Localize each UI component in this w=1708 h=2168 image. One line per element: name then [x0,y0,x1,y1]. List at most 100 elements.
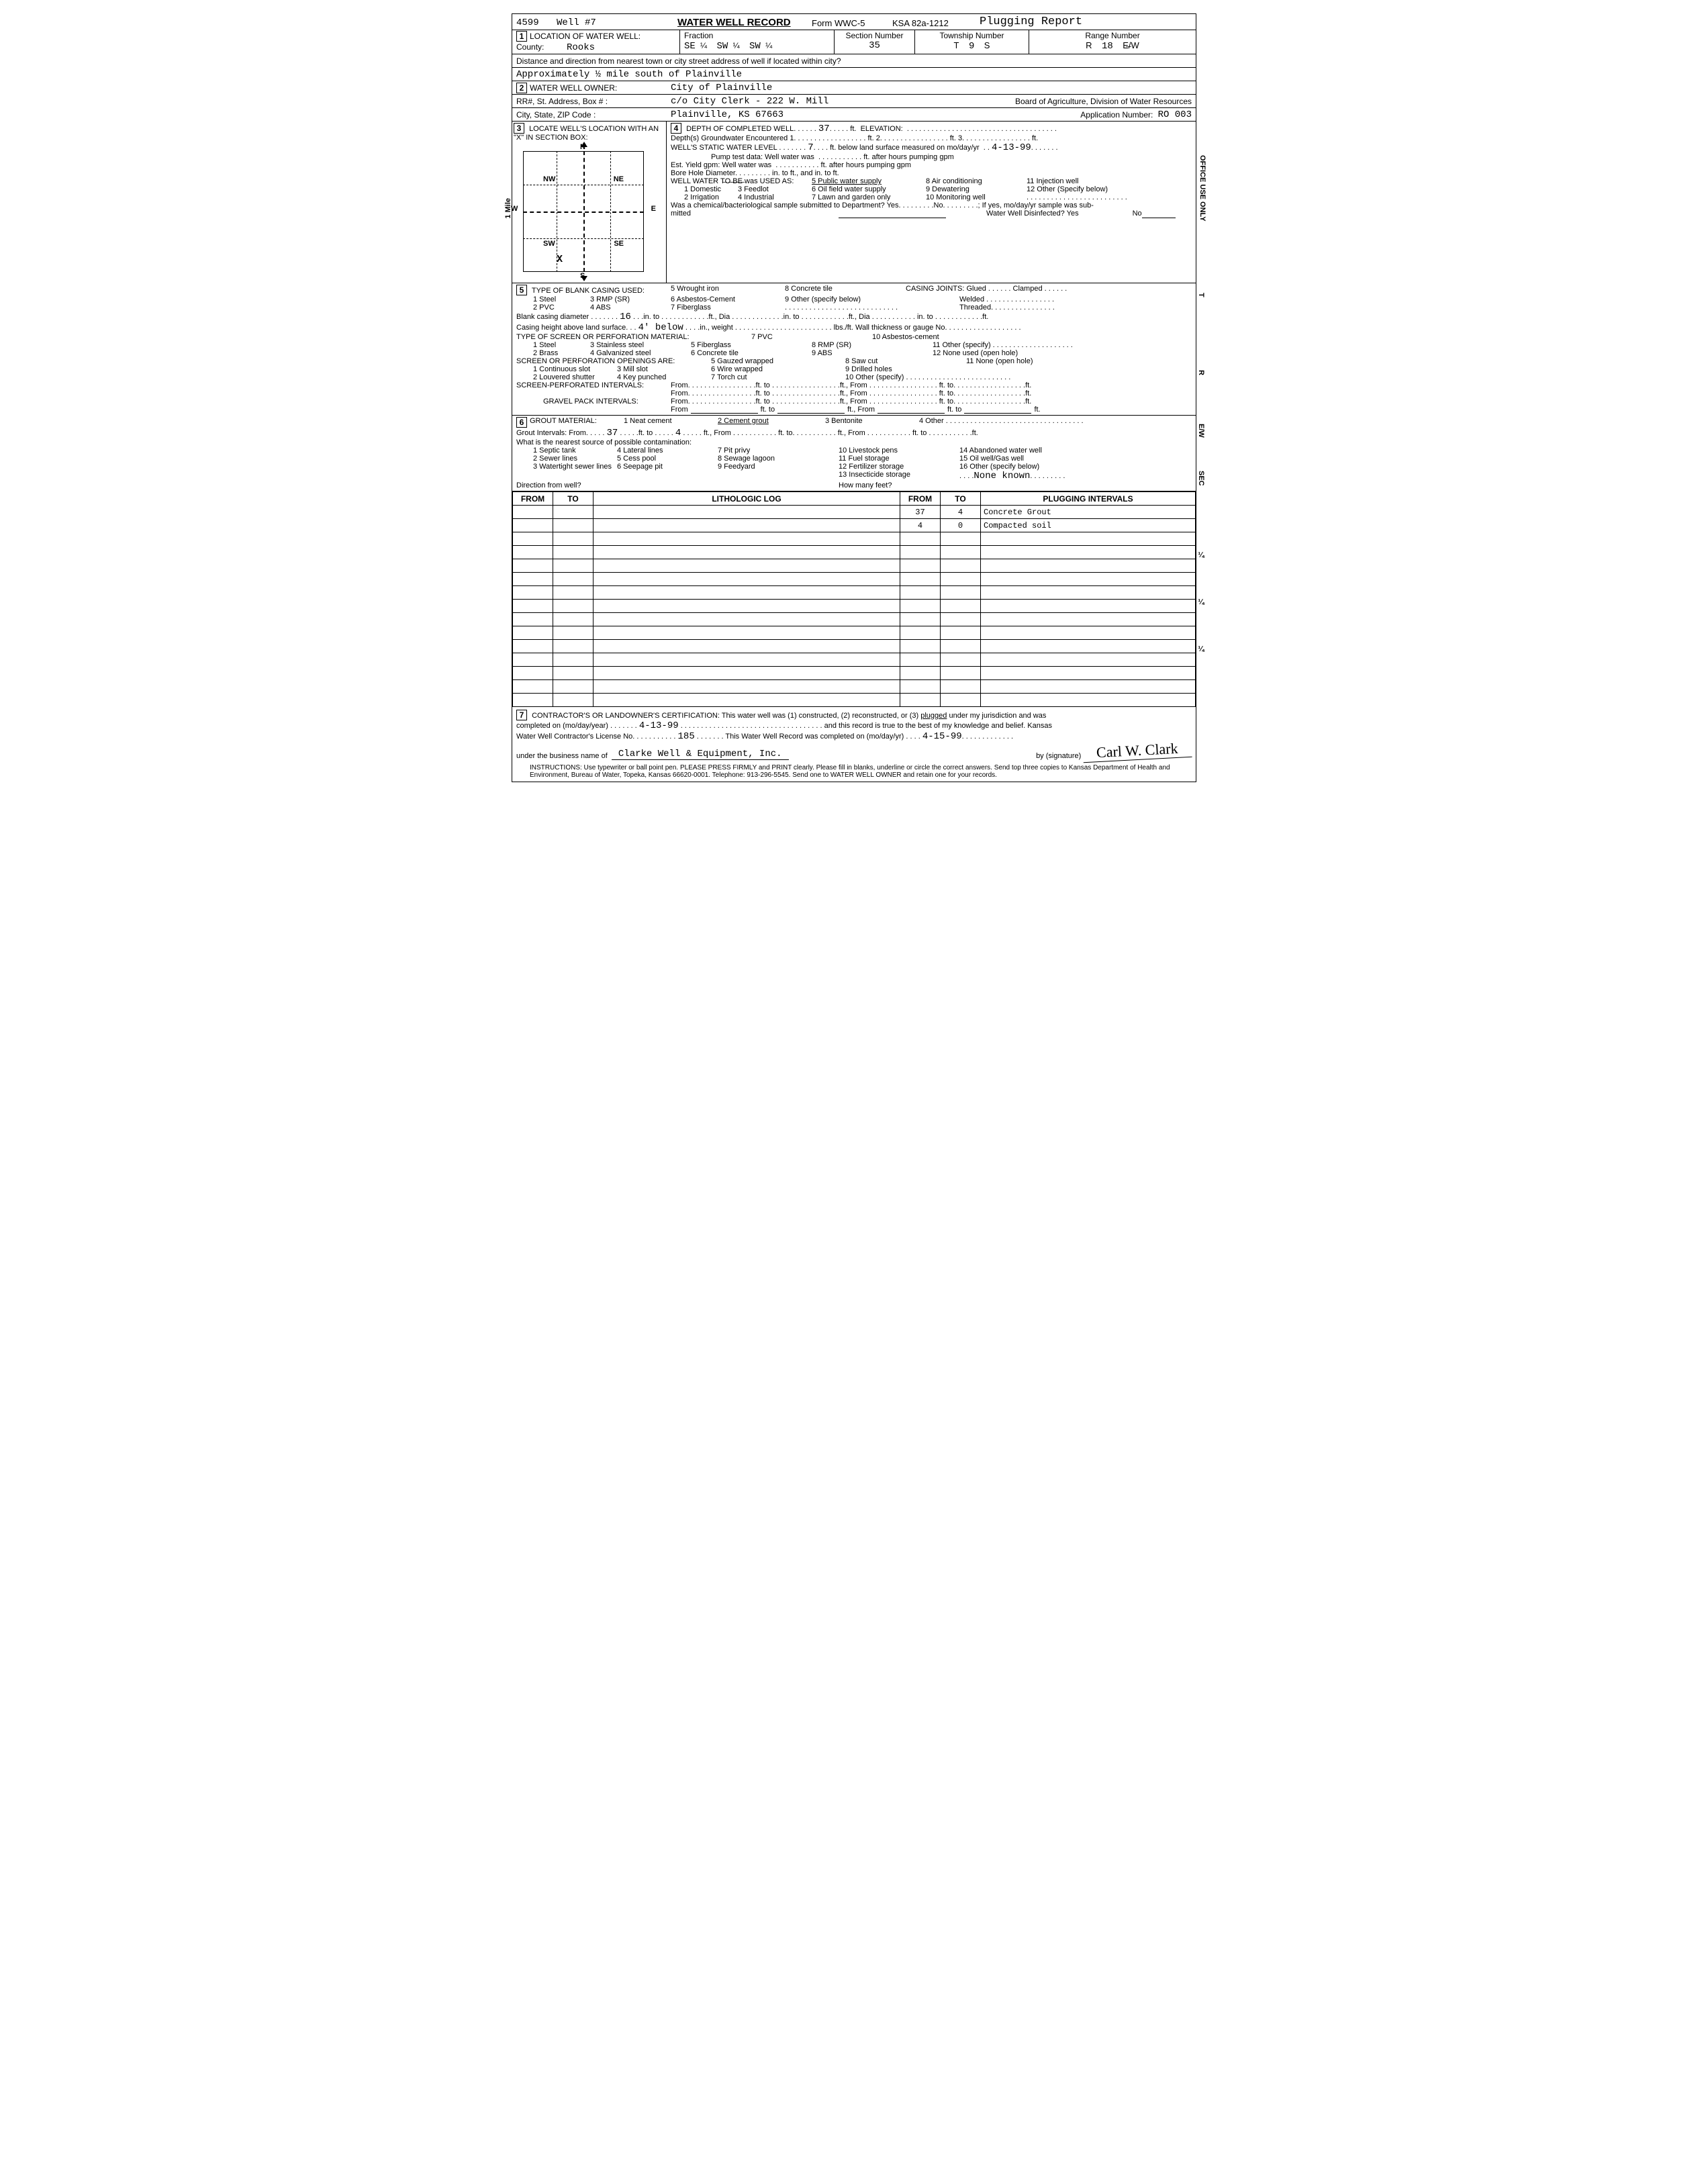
th-from2: FROM [900,492,941,506]
side-office-use: OFFICE USE ONLY [1198,155,1206,222]
sec3-num: 3 [514,123,524,134]
gw-end: ft. [1032,134,1038,142]
section-value: 35 [839,40,910,51]
range-r: R [1086,40,1092,50]
table-row [513,573,1196,586]
table-row [513,559,1196,573]
use-5: 5 Public water supply [812,177,882,185]
o6: 6 Wire wrapped [711,365,845,373]
th-from: FROM [513,492,553,506]
contam-q: What is the nearest source of possible c… [516,438,1192,446]
r2-to: 0 [941,519,981,532]
use-9: 9 Dewatering [926,185,1027,193]
welded: Welded . . . . . . . . . . . . . . . . . [959,295,1054,303]
table-row [513,613,1196,626]
sec2-title: WATER WELL OWNER: [530,83,671,93]
threaded: Threaded. . . . . . . . . . . . . . . . [959,303,1055,312]
township-t: T [954,40,959,50]
form-page: OFFICE USE ONLY T R E/W SEC ¼ ¼ ¼ 4599 W… [512,13,1196,782]
use-8: 8 Air conditioning [926,177,1027,185]
cs10: 10 Livestock pens [839,446,959,455]
use-6: 6 Oil field water supply [812,185,926,193]
g4: 4 Other . . . . . . . . . . . . . . . . … [919,417,1084,428]
height-rest: . . . .in., weight . . . . . . . . . . .… [685,324,1021,332]
sec3-4-row: 3 LOCATE WELL'S LOCATION WITH AN "X" IN … [512,122,1196,283]
r2-desc: Compacted soil [981,519,1196,532]
sec6-title: GROUT MATERIAL: [530,417,624,428]
frac-3: SW [749,41,761,52]
frac-1: SE [684,41,696,52]
s8: 8 RMP (SR) [812,341,933,349]
side-r: R [1197,370,1205,375]
addr-label: RR#, St. Address, Box # : [516,97,671,106]
csz-label: City, State, ZIP Code : [516,110,671,120]
r1-from: 37 [900,506,941,519]
s1: 1 Steel [516,341,590,349]
o3: 3 Mill slot [617,365,711,373]
table-row [513,653,1196,667]
s3: 3 Stainless steel [590,341,691,349]
sec6-num: 6 [516,417,527,428]
static-rest: ft. below land surface measured on mo/da… [830,144,980,152]
feet-label: How many feet? [839,481,892,489]
th-to2: TO [941,492,981,506]
section-6: 6 GROUT MATERIAL: 1 Neat cement 2 Cement… [512,416,1196,491]
appno-value: RO 003 [1158,109,1192,120]
appno-label: Application Number: [1080,110,1153,120]
disinf-no: No [1133,209,1142,218]
section-7: 7 CONTRACTOR'S OR LANDOWNER'S CERTIFICAT… [512,707,1196,782]
sec3-title: LOCATE WELL'S LOCATION WITH AN "X" IN SE… [514,125,659,142]
q3: ¼ [765,41,772,50]
use-11: 11 Injection well [1027,177,1078,185]
lic-value: 185 [678,731,695,742]
ft: ft. [850,125,856,133]
fraction-label: Fraction [684,31,830,40]
gi-rest: . . . . . ft., From . . . . . . . . . . … [683,429,978,437]
gl2b: ft. to [761,406,775,414]
owner-value: City of Plainville [671,83,772,93]
c2: 2 PVC [516,303,590,312]
gravel-title: GRAVEL PACK INTERVALS: [516,397,671,406]
side-t: T [1197,293,1205,297]
distance-value-row: Approximately ½ mile south of Plainville [512,68,1196,81]
cs3: 3 Watertight sewer lines [516,463,617,471]
cs13: 13 Insecticide storage [839,471,959,481]
side-q2: ¼ [1197,598,1205,606]
signature: Carl W. Clark [1083,739,1192,763]
cs1: 1 Septic tank [516,446,617,455]
lic-label: Water Well Contractor's License No. . . … [516,733,675,741]
sec4-num: 4 [671,123,681,134]
table-row: 37 4 Concrete Grout [513,506,1196,519]
cs5: 5 Cess pool [617,455,718,463]
chem-label: Was a chemical/bacteriological sample su… [671,201,1094,209]
gravel-line-1: From. . . . . . . . . . . . . . . . .ft.… [671,397,1031,406]
o1: 1 Continuous slot [516,365,617,373]
gw3: ft. 3. [950,134,964,142]
th-to: TO [553,492,594,506]
lbl-mile: 1 Mile [504,198,512,219]
q2: ¼ [733,41,740,50]
use-7: 7 Lawn and garden only [812,193,926,201]
section-5: 5 TYPE OF BLANK CASING USED: 5 Wrought i… [512,283,1196,416]
side-q3: ¼ [1197,645,1205,653]
perf-title: SCREEN-PERFORATED INTERVALS: [516,381,671,389]
s10: 10 Asbestos-cement [872,333,939,341]
blank-dia-value: 16 [620,312,631,322]
gl2a: From [671,406,688,414]
o10: 10 Other (specify) . . . . . . . . . . .… [845,373,1010,381]
range-ew: E̶/W [1123,40,1139,50]
blank-dia-rest: . . .in. to . . . . . . . . . . . .ft., … [633,313,988,321]
cert-plugged: plugged [920,712,947,720]
cs7: 7 Pit privy [718,446,839,455]
height-label: Casing height above land surface. . . [516,324,636,332]
depth-label: DEPTH OF COMPLETED WELL [686,125,794,133]
blank-dia-label: Blank casing diameter . . . . . . . [516,313,618,321]
o2: 2 Louvered shutter [516,373,617,381]
csz-value: Plainville, KS 67663 [671,109,1080,120]
o7: 7 Torch cut [711,373,845,381]
township-label: Township Number [919,31,1025,40]
sec1-title: LOCATION OF WATER WELL: [530,32,640,41]
range-label: Range Number [1033,31,1192,40]
s12: 12 None used (open hole) [933,349,1018,357]
table-row [513,694,1196,707]
